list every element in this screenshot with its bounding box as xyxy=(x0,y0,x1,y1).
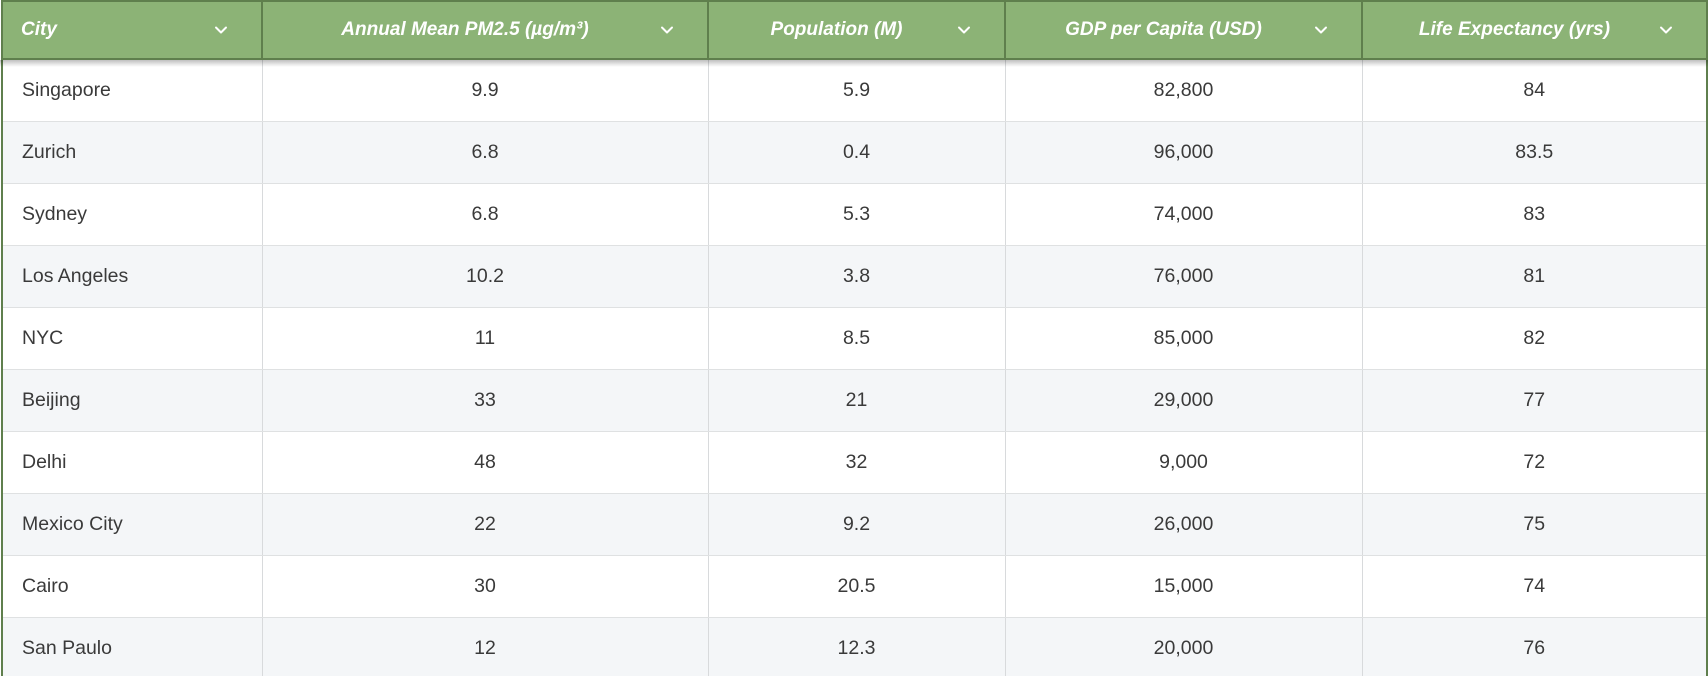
table-row: Mexico City 22 9.2 26,000 75 xyxy=(1,493,1708,556)
cell-population: 5.3 xyxy=(708,183,1006,246)
cell-life-expectancy: 76 xyxy=(1362,617,1708,676)
cell-gdp: 76,000 xyxy=(1005,245,1363,308)
cell-pm25: 11 xyxy=(262,307,709,370)
chevron-down-icon[interactable] xyxy=(1656,20,1676,40)
cell-life-expectancy: 74 xyxy=(1362,555,1708,618)
column-header-pm25[interactable]: Annual Mean PM2.5 (µg/m³) xyxy=(261,0,709,60)
table-row: NYC 11 8.5 85,000 82 xyxy=(1,307,1708,370)
cell-city: Sydney xyxy=(1,183,263,246)
cell-pm25: 33 xyxy=(262,369,709,432)
cell-population: 0.4 xyxy=(708,121,1006,184)
cell-life-expectancy: 72 xyxy=(1362,431,1708,494)
cell-population: 5.9 xyxy=(708,59,1006,122)
cell-city: Zurich xyxy=(1,121,263,184)
table-row: Singapore 9.9 5.9 82,800 84 xyxy=(1,59,1708,122)
cell-population: 8.5 xyxy=(708,307,1006,370)
cell-pm25: 12 xyxy=(262,617,709,676)
column-header-label: City xyxy=(21,19,57,40)
cell-city: Delhi xyxy=(1,431,263,494)
cell-gdp: 85,000 xyxy=(1005,307,1363,370)
cell-life-expectancy: 82 xyxy=(1362,307,1708,370)
cell-pm25: 10.2 xyxy=(262,245,709,308)
cell-population: 12.3 xyxy=(708,617,1006,676)
cell-city: Beijing xyxy=(1,369,263,432)
cell-city: Los Angeles xyxy=(1,245,263,308)
cell-gdp: 15,000 xyxy=(1005,555,1363,618)
cell-gdp: 9,000 xyxy=(1005,431,1363,494)
header-row: City Annual Mean PM2.5 (µg/m³) Populatio… xyxy=(1,0,1708,60)
table-row: Sydney 6.8 5.3 74,000 83 xyxy=(1,183,1708,246)
cell-pm25: 22 xyxy=(262,493,709,556)
table-row: Zurich 6.8 0.4 96,000 83.5 xyxy=(1,121,1708,184)
cell-population: 20.5 xyxy=(708,555,1006,618)
cell-population: 32 xyxy=(708,431,1006,494)
cell-life-expectancy: 75 xyxy=(1362,493,1708,556)
column-header-label: Annual Mean PM2.5 (µg/m³) xyxy=(341,19,589,40)
chevron-down-icon[interactable] xyxy=(657,20,677,40)
column-header-gdp[interactable]: GDP per Capita (USD) xyxy=(1004,0,1363,60)
cell-city: San Paulo xyxy=(1,617,263,676)
chevron-down-icon[interactable] xyxy=(954,20,974,40)
cell-gdp: 29,000 xyxy=(1005,369,1363,432)
column-header-label: GDP per Capita (USD) xyxy=(1065,19,1262,40)
column-header-label: Life Expectancy (yrs) xyxy=(1418,19,1611,40)
cell-gdp: 96,000 xyxy=(1005,121,1363,184)
cell-city: Cairo xyxy=(1,555,263,618)
cell-gdp: 74,000 xyxy=(1005,183,1363,246)
cell-pm25: 9.9 xyxy=(262,59,709,122)
column-header-city[interactable]: City xyxy=(1,0,263,60)
cell-population: 3.8 xyxy=(708,245,1006,308)
table-row: San Paulo 12 12.3 20,000 76 xyxy=(1,617,1708,676)
cell-population: 9.2 xyxy=(708,493,1006,556)
cell-life-expectancy: 81 xyxy=(1362,245,1708,308)
chevron-down-icon[interactable] xyxy=(1311,20,1331,40)
column-header-population[interactable]: Population (M) xyxy=(707,0,1006,60)
table-row: Los Angeles 10.2 3.8 76,000 81 xyxy=(1,245,1708,308)
cell-pm25: 6.8 xyxy=(262,121,709,184)
column-header-life-expectancy[interactable]: Life Expectancy (yrs) xyxy=(1361,0,1708,60)
cell-gdp: 82,800 xyxy=(1005,59,1363,122)
cell-pm25: 48 xyxy=(262,431,709,494)
cell-pm25: 6.8 xyxy=(262,183,709,246)
cell-life-expectancy: 83.5 xyxy=(1362,121,1708,184)
table-row: Cairo 30 20.5 15,000 74 xyxy=(1,555,1708,618)
table-row: Delhi 48 32 9,000 72 xyxy=(1,431,1708,494)
cell-pm25: 30 xyxy=(262,555,709,618)
cell-gdp: 26,000 xyxy=(1005,493,1363,556)
column-header-label: Population (M) xyxy=(770,19,903,40)
cell-life-expectancy: 83 xyxy=(1362,183,1708,246)
cell-city: Singapore xyxy=(1,59,263,122)
cell-gdp: 20,000 xyxy=(1005,617,1363,676)
table-row: Beijing 33 21 29,000 77 xyxy=(1,369,1708,432)
cell-life-expectancy: 77 xyxy=(1362,369,1708,432)
chevron-down-icon[interactable] xyxy=(211,20,231,40)
cell-life-expectancy: 84 xyxy=(1362,59,1708,122)
cell-population: 21 xyxy=(708,369,1006,432)
cell-city: NYC xyxy=(1,307,263,370)
cell-city: Mexico City xyxy=(1,493,263,556)
